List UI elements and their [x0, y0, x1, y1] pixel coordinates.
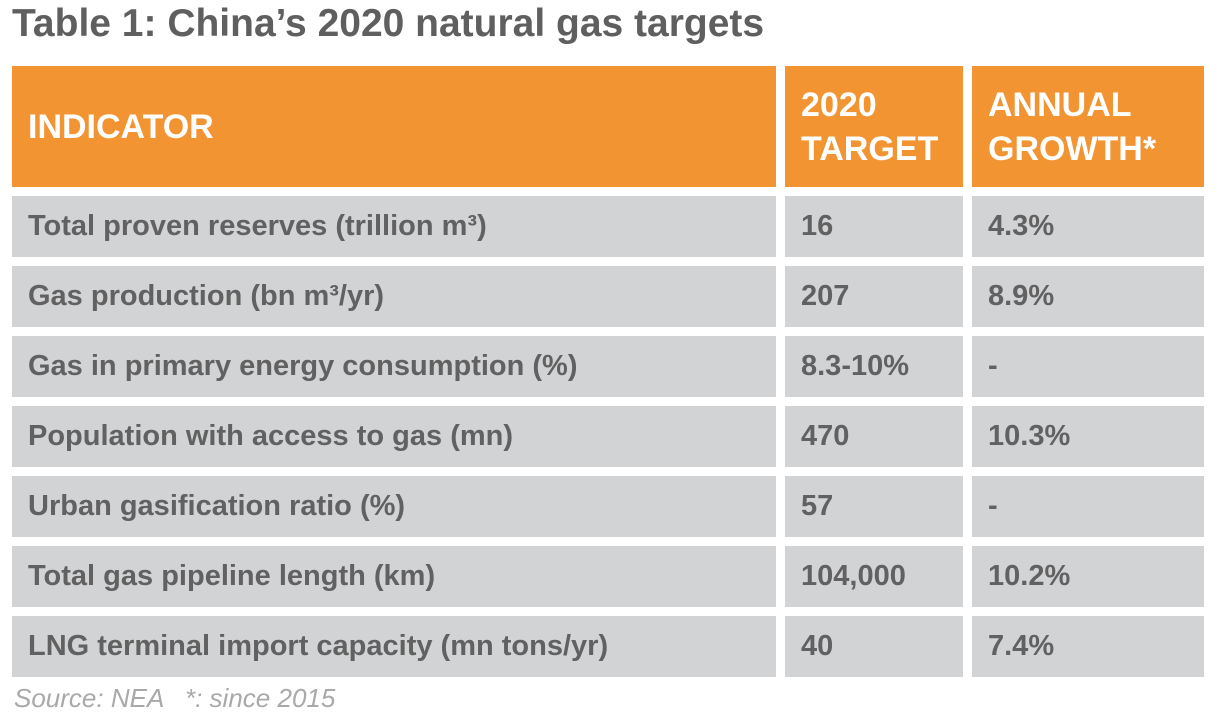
indicator-cell: Gas in primary energy consumption (%) [12, 336, 776, 397]
indicator-cell: Total proven reserves (trillion m³) [12, 196, 776, 257]
indicator-cell: Population with access to gas (mn) [12, 406, 776, 467]
growth-cell: - [972, 336, 1204, 397]
growth-cell: 10.3% [972, 406, 1204, 467]
source-note: Source: NEA *: since 2015 [14, 683, 336, 713]
indicator-cell: Total gas pipeline length (km) [12, 546, 776, 607]
target-cell: 40 [785, 616, 963, 677]
target-cell: 104,000 [785, 546, 963, 607]
growth-cell: 10.2% [972, 546, 1204, 607]
target-cell: 8.3-10% [785, 336, 963, 397]
target-cell: 207 [785, 266, 963, 327]
growth-cell: 7.4% [972, 616, 1204, 677]
table-title: Table 1: China’s 2020 natural gas target… [12, 2, 765, 45]
indicator-cell: Urban gasification ratio (%) [12, 476, 776, 537]
targets-table: INDICATOR 2020 TARGET ANNUAL GROWTH* Tot… [12, 66, 1204, 677]
target-cell: 57 [785, 476, 963, 537]
indicator-cell: LNG terminal import capacity (mn tons/yr… [12, 616, 776, 677]
header-2020-target: 2020 TARGET [785, 66, 963, 187]
header-annual-growth: ANNUAL GROWTH* [972, 66, 1204, 187]
header-indicator: INDICATOR [12, 66, 776, 187]
target-cell: 470 [785, 406, 963, 467]
target-cell: 16 [785, 196, 963, 257]
indicator-cell: Gas production (bn m³/yr) [12, 266, 776, 327]
growth-cell: 4.3% [972, 196, 1204, 257]
growth-cell: - [972, 476, 1204, 537]
growth-cell: 8.9% [972, 266, 1204, 327]
